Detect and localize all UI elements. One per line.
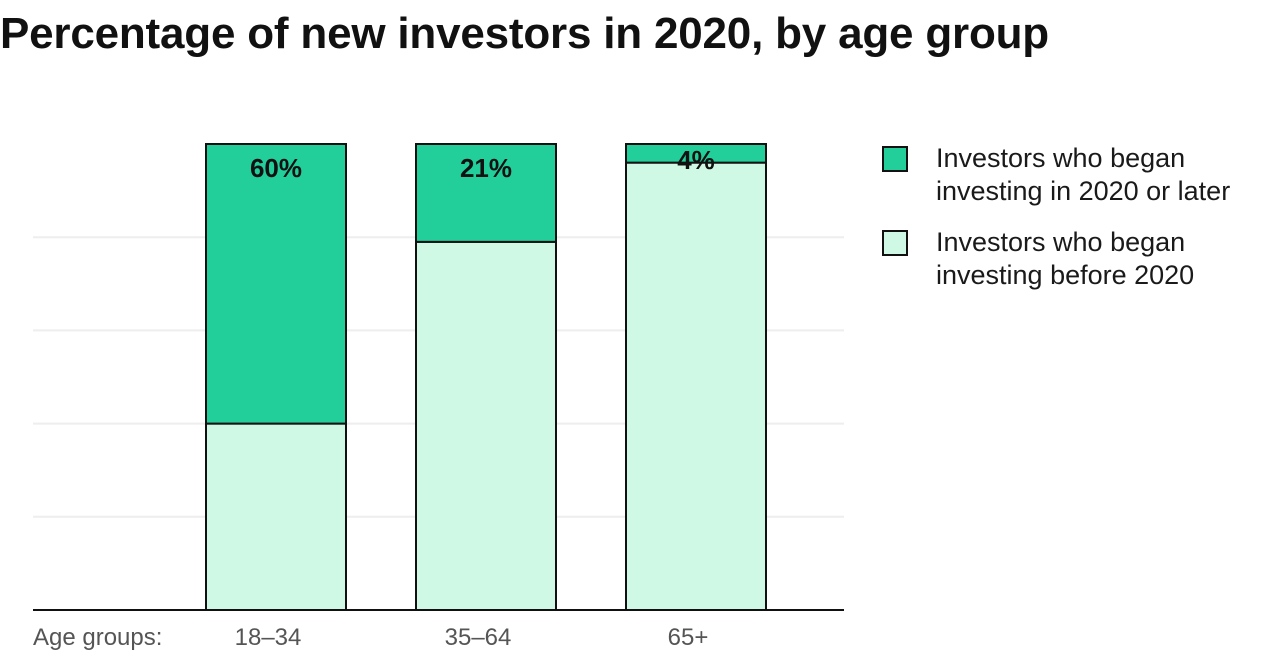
data-label-35–64: 21% — [460, 153, 512, 183]
legend: Investors who began investing in 2020 or… — [882, 142, 1277, 310]
x-tick-label-35–64: 35–64 — [445, 624, 512, 651]
legend-swatch-new-investors — [882, 146, 908, 172]
bar-segment-before-2020-65+ — [625, 161, 767, 611]
bar-segment-2020-or-later-35–64 — [415, 143, 557, 243]
x-tick-label-18–34: 18–34 — [235, 624, 302, 651]
legend-item-existing-investors: Investors who began investing before 202… — [882, 226, 1277, 292]
legend-item-new-investors: Investors who began investing in 2020 or… — [882, 142, 1277, 208]
legend-label-existing-investors: Investors who began investing before 202… — [936, 227, 1195, 290]
x-tick-label-65+: 65+ — [668, 624, 709, 651]
x-axis-prefix-label: Age groups: — [33, 624, 162, 651]
chart-title: Percentage of new investors in 2020, by … — [0, 9, 1049, 58]
bar-segment-before-2020-18–34 — [205, 422, 347, 611]
data-label-65+: 4% — [677, 145, 715, 175]
bars — [205, 143, 767, 612]
x-axis-tick-labels: Age groups: 18–34 35–64 65+ — [33, 624, 708, 651]
legend-label-new-investors: Investors who began investing in 2020 or… — [936, 143, 1231, 206]
legend-swatch-existing-investors — [882, 230, 908, 256]
data-labels: 60% 21% 4% — [250, 145, 715, 183]
bar-segment-2020-or-later-65+ — [625, 143, 767, 164]
bar-segment-before-2020-35–64 — [415, 240, 557, 612]
data-label-18–34: 60% — [250, 153, 302, 183]
bar-segment-2020-or-later-18–34 — [205, 143, 347, 425]
